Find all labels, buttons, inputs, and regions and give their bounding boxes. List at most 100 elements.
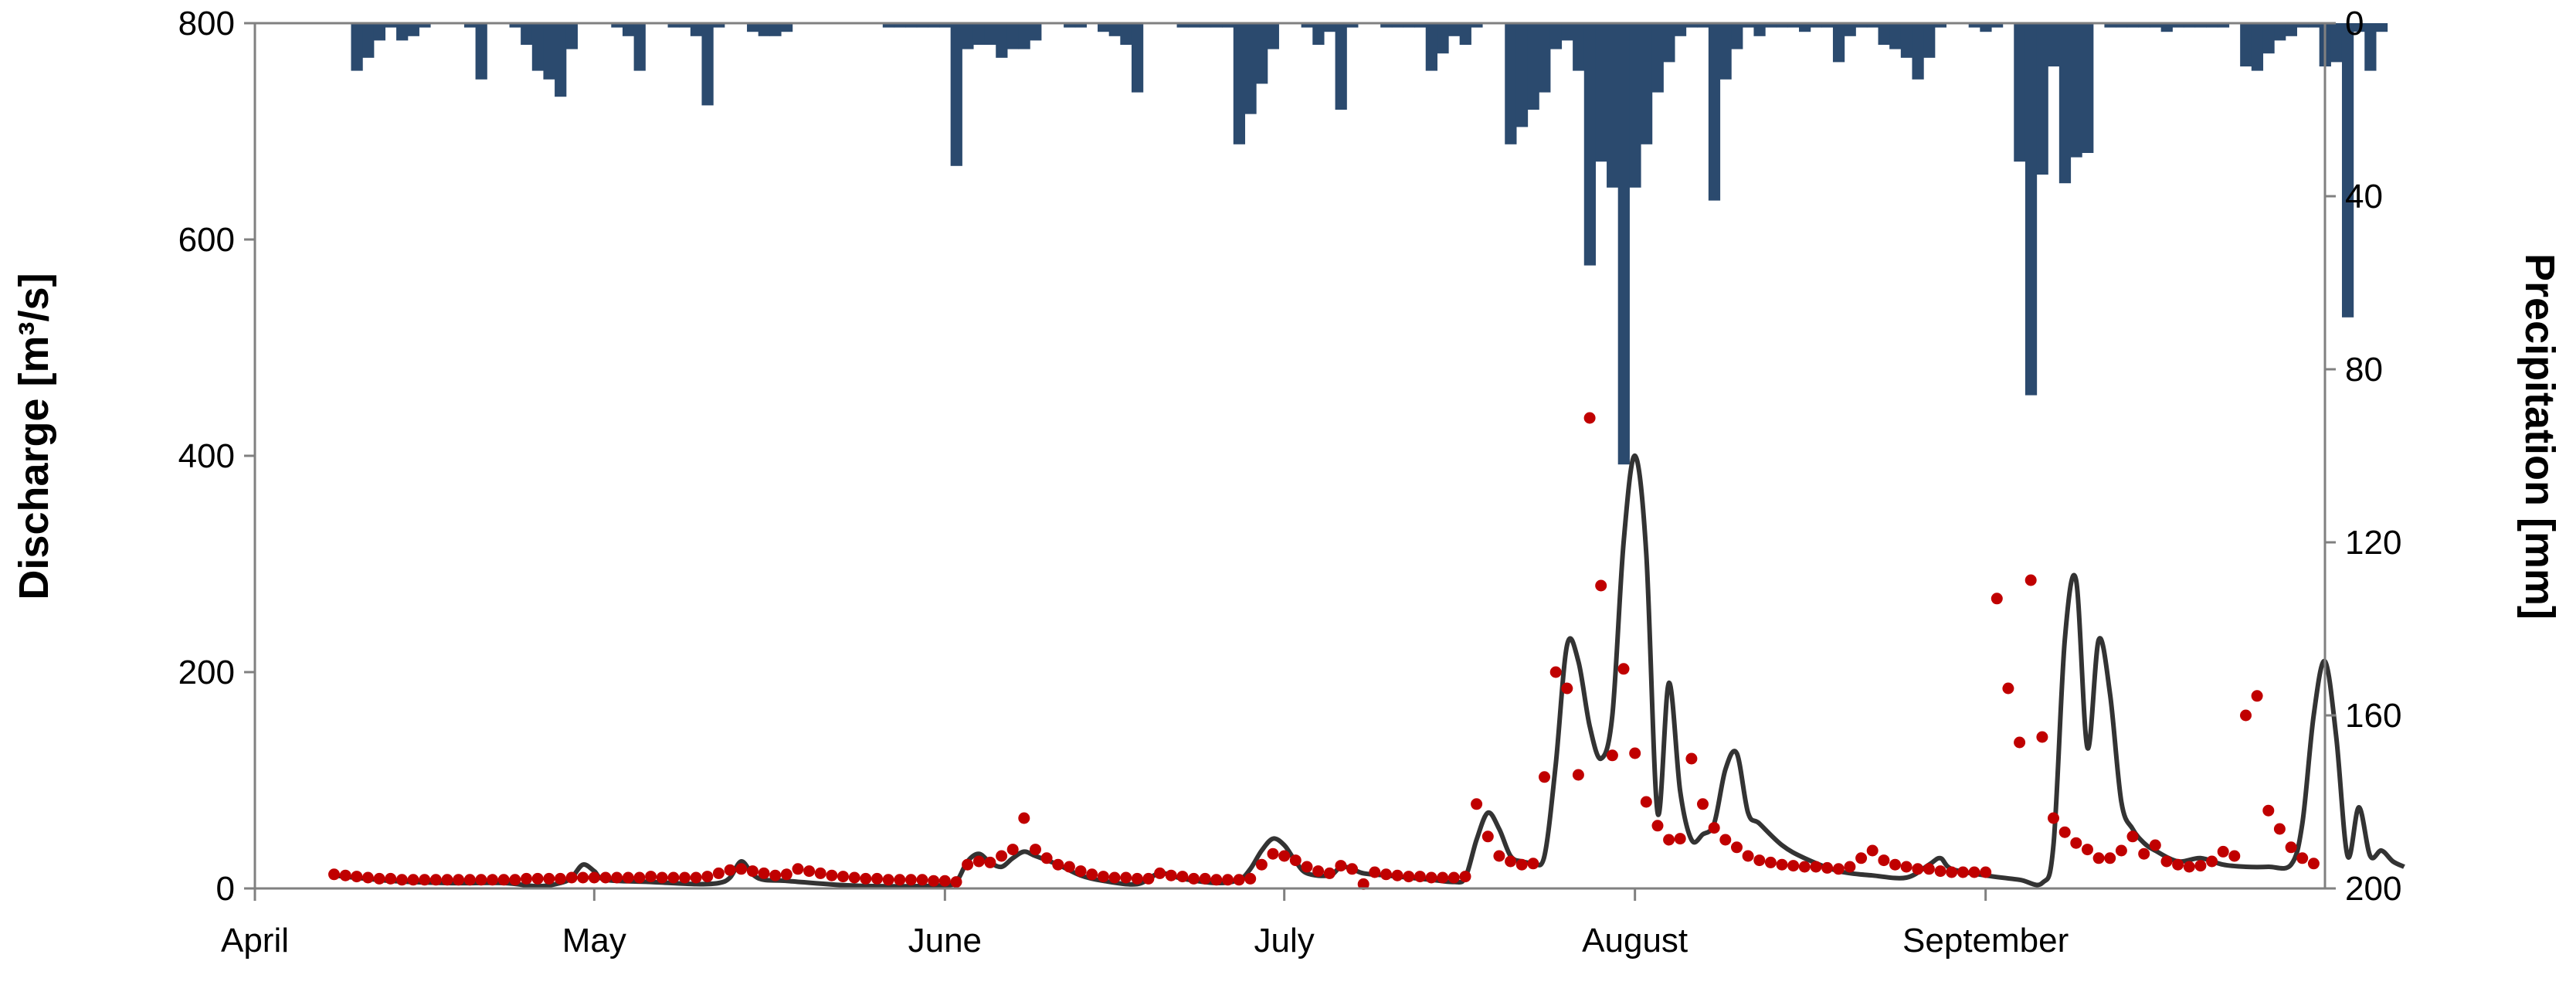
observed-point — [1798, 861, 1811, 873]
observed-point — [882, 874, 894, 886]
precipitation-bar — [1640, 23, 1653, 144]
precipitation-bar — [1912, 23, 1924, 80]
precipitation-bar — [2036, 23, 2048, 175]
observed-point — [803, 865, 816, 878]
precipitation-bar — [2240, 23, 2252, 66]
precipitation-bar — [463, 23, 477, 28]
observed-point — [2228, 850, 2241, 862]
precipitation-bar — [521, 23, 533, 45]
precipitation-bar — [2070, 23, 2082, 158]
precipitation-bar — [972, 23, 986, 45]
precipitation-bar — [1188, 23, 1200, 28]
observed-point — [780, 868, 792, 881]
observed-point — [1561, 682, 1573, 695]
precipitation-bar — [543, 23, 555, 80]
observed-point — [656, 871, 668, 884]
observed-point — [826, 869, 838, 881]
precipitation-bar — [905, 23, 918, 28]
precipitation-bar — [2048, 23, 2060, 66]
precipitation-bar — [1821, 23, 1834, 28]
observed-point — [395, 874, 408, 886]
precipitation-bar — [1607, 23, 1619, 188]
precipitation-bar — [362, 23, 375, 58]
precipitation-bar — [1595, 23, 1607, 162]
observed-point — [599, 871, 612, 884]
observed-point — [758, 867, 770, 879]
precipitation-bar — [1787, 23, 1800, 28]
precipitation-bar — [2285, 23, 2297, 36]
precipitation-bar — [1448, 23, 1461, 36]
precipitation-bar — [996, 23, 1008, 58]
observed-point — [871, 872, 883, 885]
observed-point — [701, 871, 714, 883]
precipitation-bar — [2024, 23, 2038, 396]
observed-point — [1912, 863, 1924, 875]
precipitation-bar — [373, 23, 386, 41]
observed-point — [1844, 861, 1856, 873]
observed-point — [1878, 854, 1890, 867]
precipitation-bar — [1742, 23, 1755, 28]
observed-point — [1403, 871, 1415, 883]
observed-point — [1040, 852, 1053, 864]
precipitation-bar — [1030, 23, 1042, 41]
precipitation-bar — [555, 23, 567, 97]
precipitation-bar — [1256, 23, 1268, 84]
observed-point — [554, 872, 566, 885]
precipitation-bar — [713, 23, 725, 28]
observed-point — [1946, 866, 1958, 878]
precipitation-bar — [962, 23, 974, 49]
observed-point — [1991, 593, 2003, 605]
precipitation-bar — [2183, 23, 2196, 28]
precipitation-bar — [1810, 23, 1822, 28]
observed-point — [1629, 747, 1641, 759]
precipitation-bar — [1685, 23, 1698, 28]
precipitation-bar — [351, 23, 363, 71]
precipitation-bar — [2308, 23, 2320, 28]
y-right-tick-label: 40 — [2345, 178, 2383, 216]
precipitation-bar — [2375, 23, 2388, 32]
observed-point — [1606, 749, 1618, 762]
observed-point — [1233, 874, 1245, 886]
observed-point — [1900, 861, 1912, 873]
observed-point — [1934, 865, 1946, 878]
precipitation-bar — [1323, 23, 1336, 32]
observed-point — [1210, 874, 1223, 886]
observed-point — [419, 874, 431, 886]
precipitation-bar — [2341, 23, 2354, 318]
observed-point — [2262, 804, 2275, 817]
observed-point — [2014, 736, 2026, 749]
observed-point — [497, 874, 510, 886]
precipitation-bar — [1832, 23, 1845, 63]
observed-point — [1640, 796, 1652, 808]
observed-point — [633, 871, 646, 884]
precipitation-bar — [1018, 23, 1030, 49]
simulated-discharge-line — [334, 453, 2405, 889]
precipitation-bar — [2138, 23, 2150, 28]
precipitation-bar — [2014, 23, 2026, 162]
precipitation-bar — [396, 23, 409, 41]
precipitation-bar — [531, 23, 545, 71]
observed-point — [690, 871, 702, 884]
observed-point — [2285, 841, 2297, 854]
observed-point — [1120, 871, 1132, 884]
observed-point — [2206, 855, 2218, 868]
precipitation-bar — [1651, 23, 1664, 93]
precipitation-bar — [1674, 23, 1687, 36]
observed-point — [1199, 872, 1211, 885]
precipitation-bar — [1968, 23, 1980, 28]
observed-point — [1063, 861, 1075, 873]
observed-point — [2058, 826, 2071, 838]
precipitation-bar — [894, 23, 906, 28]
observed-point — [1222, 874, 1234, 886]
precipitation-bar — [1074, 23, 1087, 28]
precipitation-bar — [2296, 23, 2309, 28]
observed-point — [1323, 867, 1336, 879]
precipitation-bar — [747, 23, 759, 32]
observed-point — [373, 872, 385, 885]
precipitation-bar — [882, 23, 895, 28]
observed-point — [1980, 866, 1992, 878]
precipitation-bar — [2262, 23, 2275, 54]
observed-point — [1448, 871, 1460, 884]
observed-point — [938, 875, 951, 887]
